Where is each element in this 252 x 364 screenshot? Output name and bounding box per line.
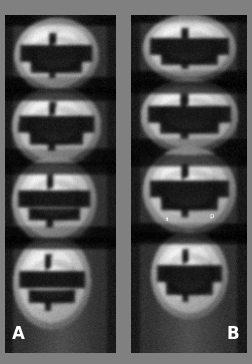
Text: p: p [210, 213, 214, 219]
Text: A: A [12, 325, 24, 343]
Text: B: B [226, 325, 239, 343]
Text: fl: fl [166, 217, 169, 222]
